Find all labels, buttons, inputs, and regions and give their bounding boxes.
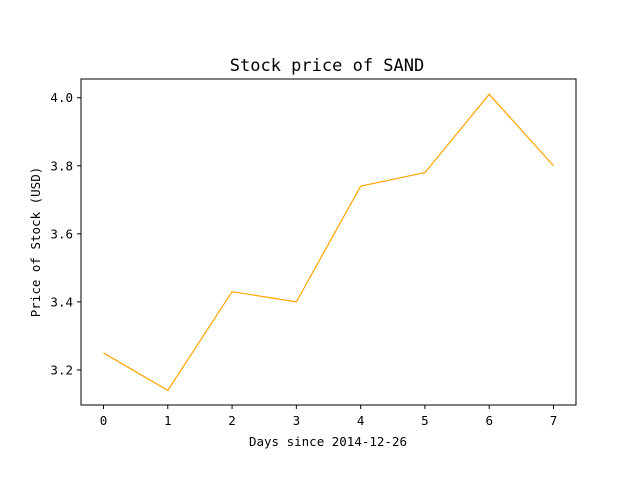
x-tick-label: 7	[550, 413, 558, 428]
y-axis-label: Price of Stock (USD)	[28, 167, 43, 318]
x-tick-label: 1	[164, 413, 172, 428]
x-tick-label: 3	[293, 413, 301, 428]
x-tick-label: 6	[485, 413, 493, 428]
y-tick-label: 3.8	[50, 158, 73, 173]
series-layer	[103, 93, 554, 391]
x-tick-label: 4	[357, 413, 365, 428]
plot-area	[80, 78, 577, 406]
chart-title: Stock price of SAND	[230, 56, 424, 76]
x-tick-label: 2	[228, 413, 236, 428]
y-tick-label: 3.2	[50, 362, 73, 377]
x-axis: 0 1 2 3 4 5 6 7	[100, 405, 558, 428]
x-tick-label: 5	[421, 413, 429, 428]
x-axis-label: Days since 2014-12-26	[249, 434, 407, 449]
y-tick-label: 4.0	[50, 90, 73, 105]
y-axis: 3.2 3.4 3.6 3.8 4.0	[50, 90, 81, 377]
y-tick-label: 3.6	[50, 226, 73, 241]
x-tick-label: 0	[100, 413, 108, 428]
series-line	[103, 93, 554, 391]
y-tick-label: 3.4	[50, 294, 73, 309]
